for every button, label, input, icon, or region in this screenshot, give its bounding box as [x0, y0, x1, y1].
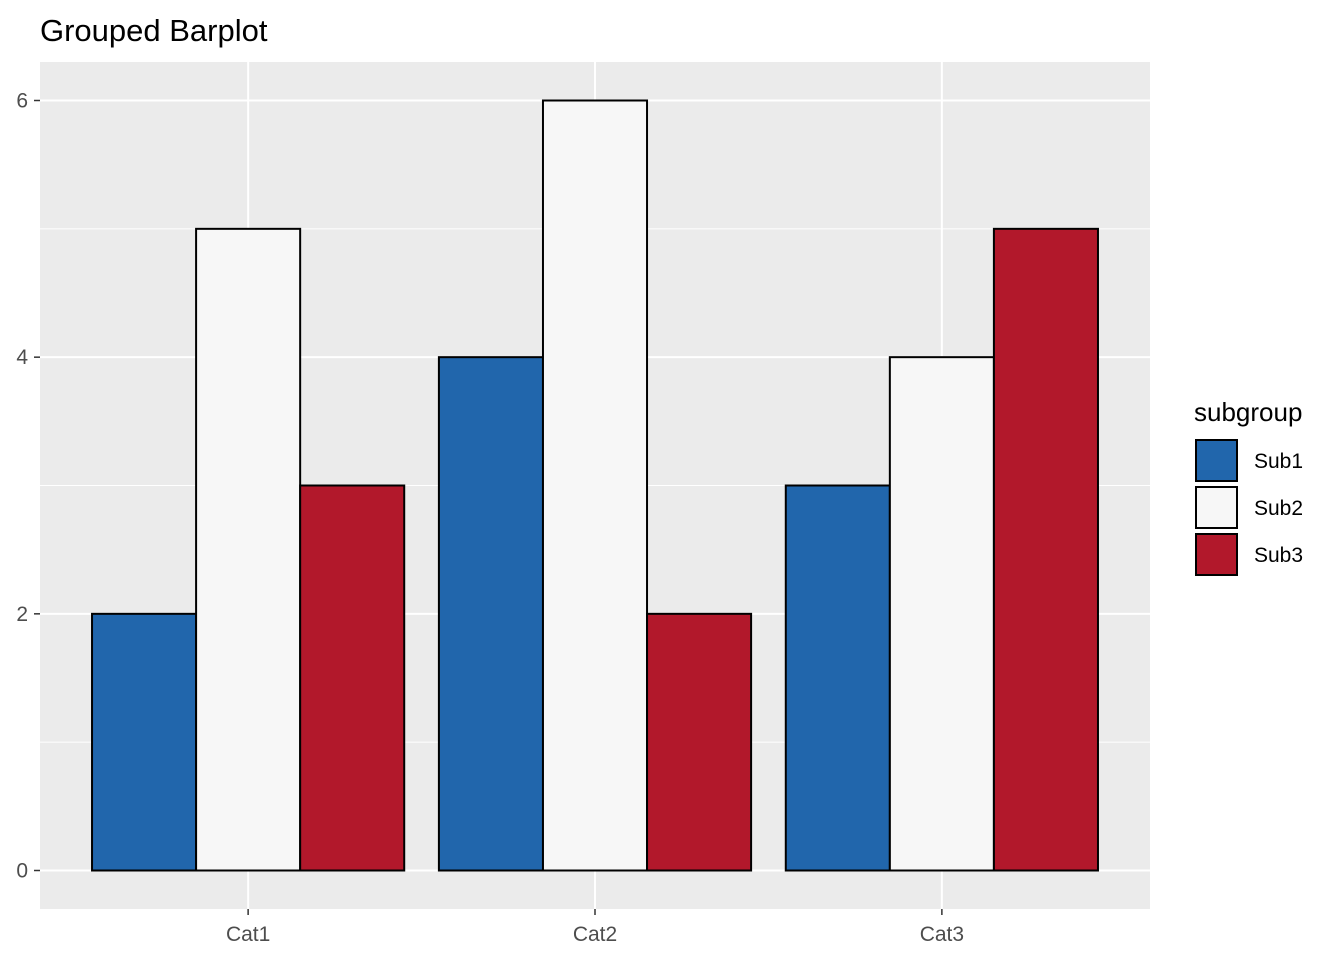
bar-cat2-sub1: [437, 356, 544, 872]
legend: subgroup Sub1 Sub2 Sub3: [1194, 397, 1303, 576]
legend-label-sub2: Sub2: [1254, 497, 1303, 520]
bar-cat3-sub2: [888, 356, 995, 872]
legend-label-sub1: Sub1: [1254, 450, 1303, 473]
bar-cat2-sub2: [541, 99, 649, 872]
y-tick-label: 2: [16, 603, 28, 626]
legend-swatch-sub2: [1195, 486, 1238, 529]
chart-title: Grouped Barplot: [40, 13, 268, 48]
bar-cat2-sub3: [646, 612, 753, 872]
bar-cat1-sub2: [195, 227, 302, 872]
legend-title: subgroup: [1194, 397, 1302, 427]
y-tick-label: 6: [16, 90, 28, 113]
legend-swatch-sub1: [1195, 439, 1238, 482]
bars: [91, 99, 1099, 872]
legend-label-sub3: Sub3: [1254, 544, 1303, 567]
y-axis: 0 2 4 6: [16, 90, 40, 883]
legend-swatch-sub3: [1195, 533, 1238, 576]
x-tick-label: Cat1: [226, 923, 270, 946]
x-tick-label: Cat3: [920, 923, 964, 946]
bar-cat3-sub3: [992, 227, 1099, 872]
bar-cat1-sub3: [299, 484, 406, 872]
x-axis: Cat1 Cat2 Cat3: [226, 909, 964, 946]
bar-cat1-sub1: [91, 612, 198, 872]
bar-cat3-sub1: [784, 484, 891, 872]
x-tick-label: Cat2: [573, 923, 617, 946]
y-tick-label: 4: [16, 346, 28, 369]
y-tick-label: 0: [16, 860, 28, 883]
